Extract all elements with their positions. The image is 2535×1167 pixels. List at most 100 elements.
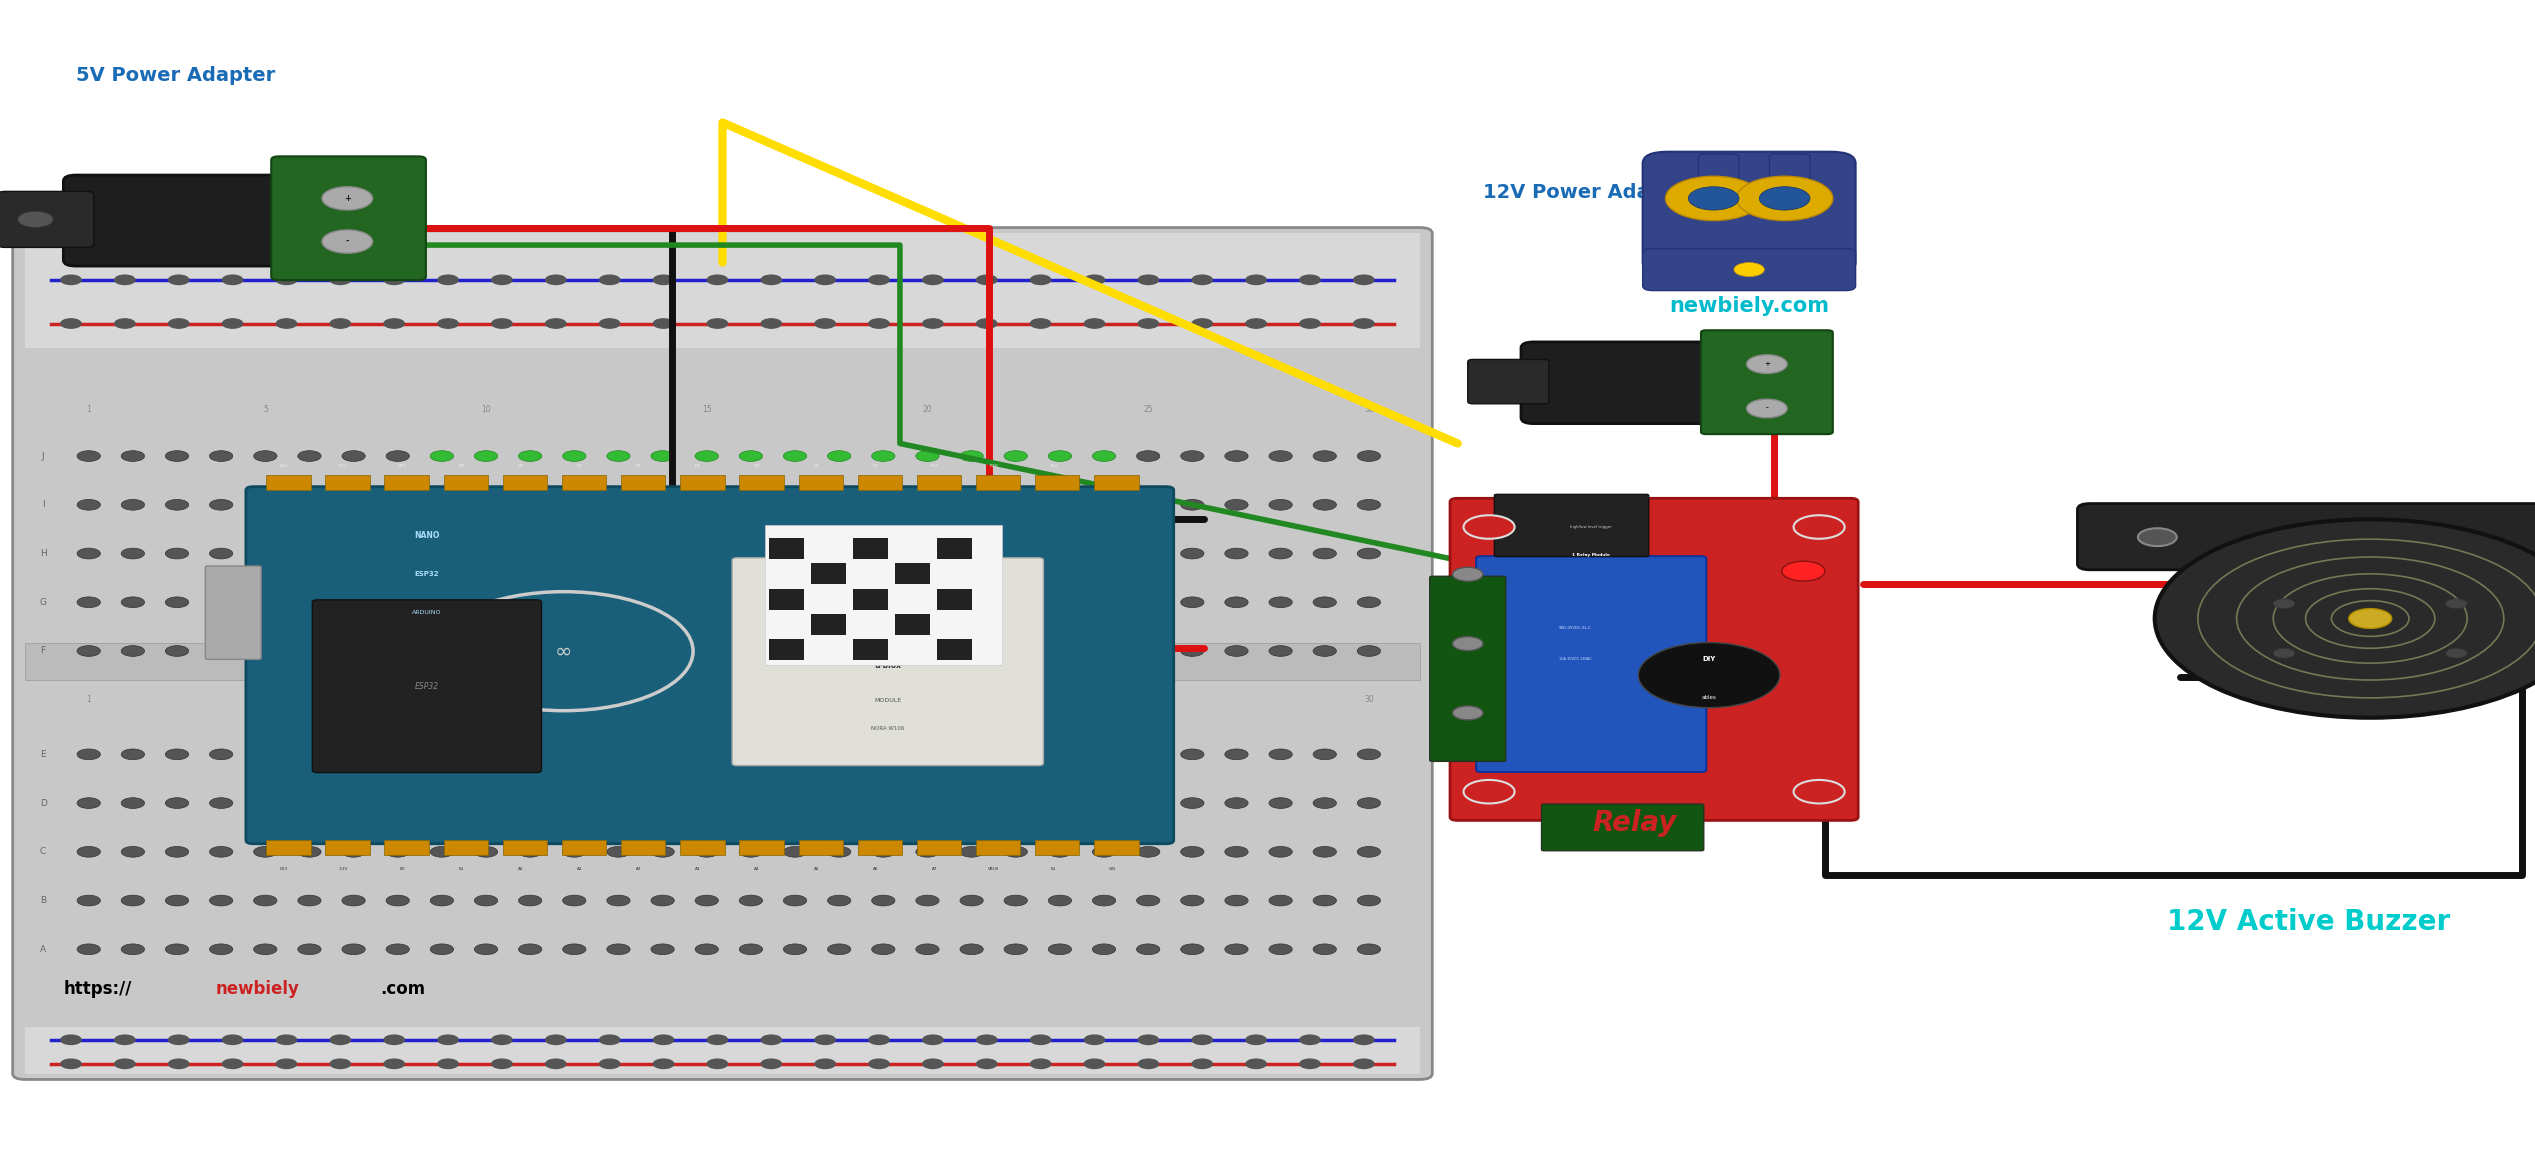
Circle shape (114, 319, 134, 328)
Circle shape (297, 798, 322, 809)
Text: DIY: DIY (1704, 656, 1716, 663)
Bar (854, 538, 887, 559)
Circle shape (915, 798, 938, 809)
Circle shape (1085, 319, 1105, 328)
Circle shape (385, 548, 408, 559)
Circle shape (165, 895, 188, 906)
FancyBboxPatch shape (1701, 330, 1833, 434)
FancyBboxPatch shape (1493, 495, 1648, 557)
Circle shape (651, 499, 674, 510)
Circle shape (1356, 846, 1382, 858)
Circle shape (431, 846, 454, 858)
Circle shape (923, 275, 943, 285)
Text: 15: 15 (702, 405, 712, 414)
Circle shape (1224, 798, 1247, 809)
Circle shape (1191, 1060, 1212, 1069)
Circle shape (76, 499, 101, 510)
Circle shape (1004, 798, 1027, 809)
Circle shape (223, 275, 243, 285)
Circle shape (872, 450, 895, 461)
Text: ESP32: ESP32 (416, 571, 439, 578)
Text: B1: B1 (459, 867, 464, 872)
Circle shape (826, 499, 852, 510)
Bar (857, 840, 902, 855)
Circle shape (474, 450, 497, 461)
Circle shape (385, 798, 408, 809)
Circle shape (297, 846, 322, 858)
Circle shape (1085, 1060, 1105, 1069)
Circle shape (474, 749, 497, 760)
Circle shape (961, 596, 984, 608)
Circle shape (606, 548, 631, 559)
Circle shape (1354, 275, 1374, 285)
Text: RST: RST (930, 463, 938, 468)
Circle shape (1313, 846, 1336, 858)
Circle shape (210, 944, 233, 955)
Circle shape (1093, 645, 1115, 656)
Circle shape (474, 798, 497, 809)
Circle shape (707, 1060, 728, 1069)
Text: 10: 10 (482, 405, 492, 414)
Text: A1: A1 (578, 867, 583, 872)
Bar (385, 840, 428, 855)
Circle shape (760, 319, 781, 328)
Text: 1 Relay Module: 1 Relay Module (1572, 553, 1610, 558)
Circle shape (601, 1060, 619, 1069)
Circle shape (1093, 749, 1115, 760)
Text: SRD-05VDC-SL-C: SRD-05VDC-SL-C (1559, 626, 1592, 630)
Circle shape (826, 944, 852, 955)
Circle shape (297, 450, 322, 461)
Circle shape (563, 548, 586, 559)
Text: u-blox: u-blox (875, 661, 902, 670)
Circle shape (1747, 355, 1787, 373)
Circle shape (1181, 944, 1204, 955)
FancyBboxPatch shape (1430, 576, 1506, 761)
Text: A5: A5 (814, 867, 819, 872)
Bar (25, 643, 1420, 680)
Circle shape (915, 846, 938, 858)
Circle shape (170, 1060, 190, 1069)
Circle shape (563, 846, 586, 858)
Circle shape (1181, 798, 1204, 809)
Text: D8: D8 (517, 463, 525, 468)
Circle shape (342, 450, 365, 461)
Circle shape (1270, 944, 1293, 955)
Text: G: G (41, 598, 46, 607)
Circle shape (165, 645, 188, 656)
Circle shape (1085, 275, 1105, 285)
Circle shape (165, 798, 188, 809)
Circle shape (474, 596, 497, 608)
Circle shape (1004, 645, 1027, 656)
Bar (976, 840, 1019, 855)
Circle shape (330, 275, 350, 285)
FancyBboxPatch shape (1521, 342, 1744, 424)
Circle shape (870, 1060, 890, 1069)
Bar (768, 588, 804, 609)
Circle shape (545, 275, 565, 285)
Text: B: B (41, 896, 46, 906)
Circle shape (1004, 895, 1027, 906)
FancyBboxPatch shape (733, 558, 1044, 766)
Bar (740, 475, 783, 490)
Circle shape (1313, 798, 1336, 809)
Circle shape (474, 645, 497, 656)
Circle shape (165, 846, 188, 858)
Circle shape (760, 275, 781, 285)
Circle shape (1759, 187, 1810, 210)
Text: 5V Power Adapter: 5V Power Adapter (76, 67, 276, 85)
Circle shape (826, 749, 852, 760)
Text: D10: D10 (398, 463, 406, 468)
Text: D3: D3 (814, 463, 819, 468)
Text: NANO: NANO (413, 531, 439, 540)
Circle shape (976, 319, 996, 328)
Circle shape (651, 548, 674, 559)
Circle shape (1093, 499, 1115, 510)
Circle shape (520, 548, 542, 559)
Text: D2: D2 (872, 463, 880, 468)
Circle shape (385, 1060, 403, 1069)
Circle shape (385, 596, 408, 608)
Circle shape (1356, 944, 1382, 955)
Circle shape (492, 1060, 512, 1069)
Circle shape (563, 645, 586, 656)
Bar (266, 475, 312, 490)
